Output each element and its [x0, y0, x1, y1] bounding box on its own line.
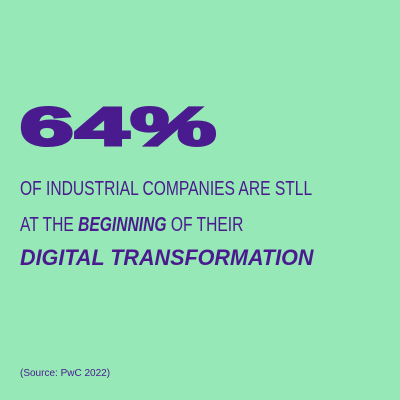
- statement-line: OF INDUSTRIAL COMPANIES ARE STLL: [20, 178, 313, 200]
- statement-emphasis: BEGINNING: [78, 214, 167, 236]
- statement-text: OF THEIR: [170, 214, 244, 236]
- statement-emphasis-line: DIGITAL TRANSFORMATION: [20, 245, 314, 270]
- headline-stat: 64%: [17, 97, 218, 157]
- source-note: (Source: PwC 2022): [20, 368, 111, 379]
- statement-line: AT THE BEGINNING OF THEIR: [20, 214, 243, 237]
- statement-text: AT THE: [20, 214, 74, 236]
